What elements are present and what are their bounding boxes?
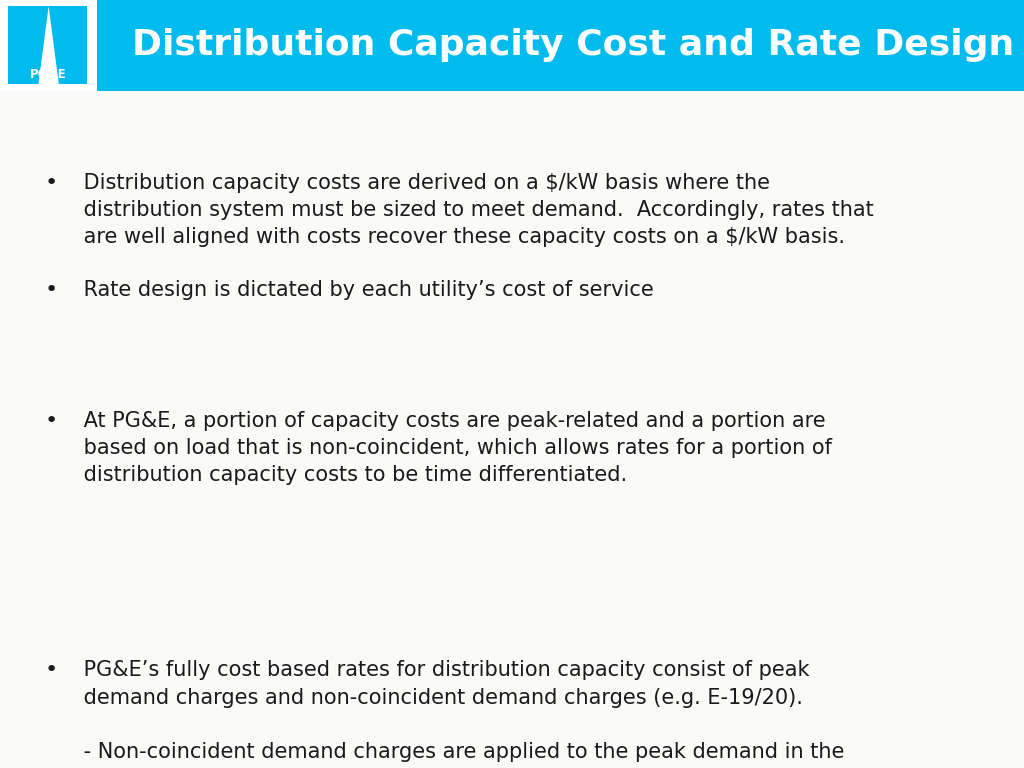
Text: •: • [45, 411, 57, 431]
Bar [8, 6, 87, 84]
Bar [0, 0, 97, 91]
Polygon shape [39, 6, 59, 84]
Polygon shape [97, 0, 148, 91]
Text: At PG&E, a portion of capacity costs are peak-related and a portion are
 based o: At PG&E, a portion of capacity costs are… [77, 411, 831, 485]
Text: Distribution capacity costs are derived on a $/kW basis where the
 distribution : Distribution capacity costs are derived … [77, 173, 873, 247]
Text: •: • [45, 173, 57, 193]
Text: •: • [45, 660, 57, 680]
Text: PG&E: PG&E [31, 68, 67, 81]
Text: Rate design is dictated by each utility’s cost of service: Rate design is dictated by each utility’… [77, 280, 653, 300]
Text: PG&E’s fully cost based rates for distribution capacity consist of peak
 demand : PG&E’s fully cost based rates for distri… [77, 660, 852, 768]
Bar [0, 0, 1024, 91]
Text: Distribution Capacity Cost and Rate Design: Distribution Capacity Cost and Rate Desi… [132, 28, 1015, 62]
Text: •: • [45, 280, 57, 300]
